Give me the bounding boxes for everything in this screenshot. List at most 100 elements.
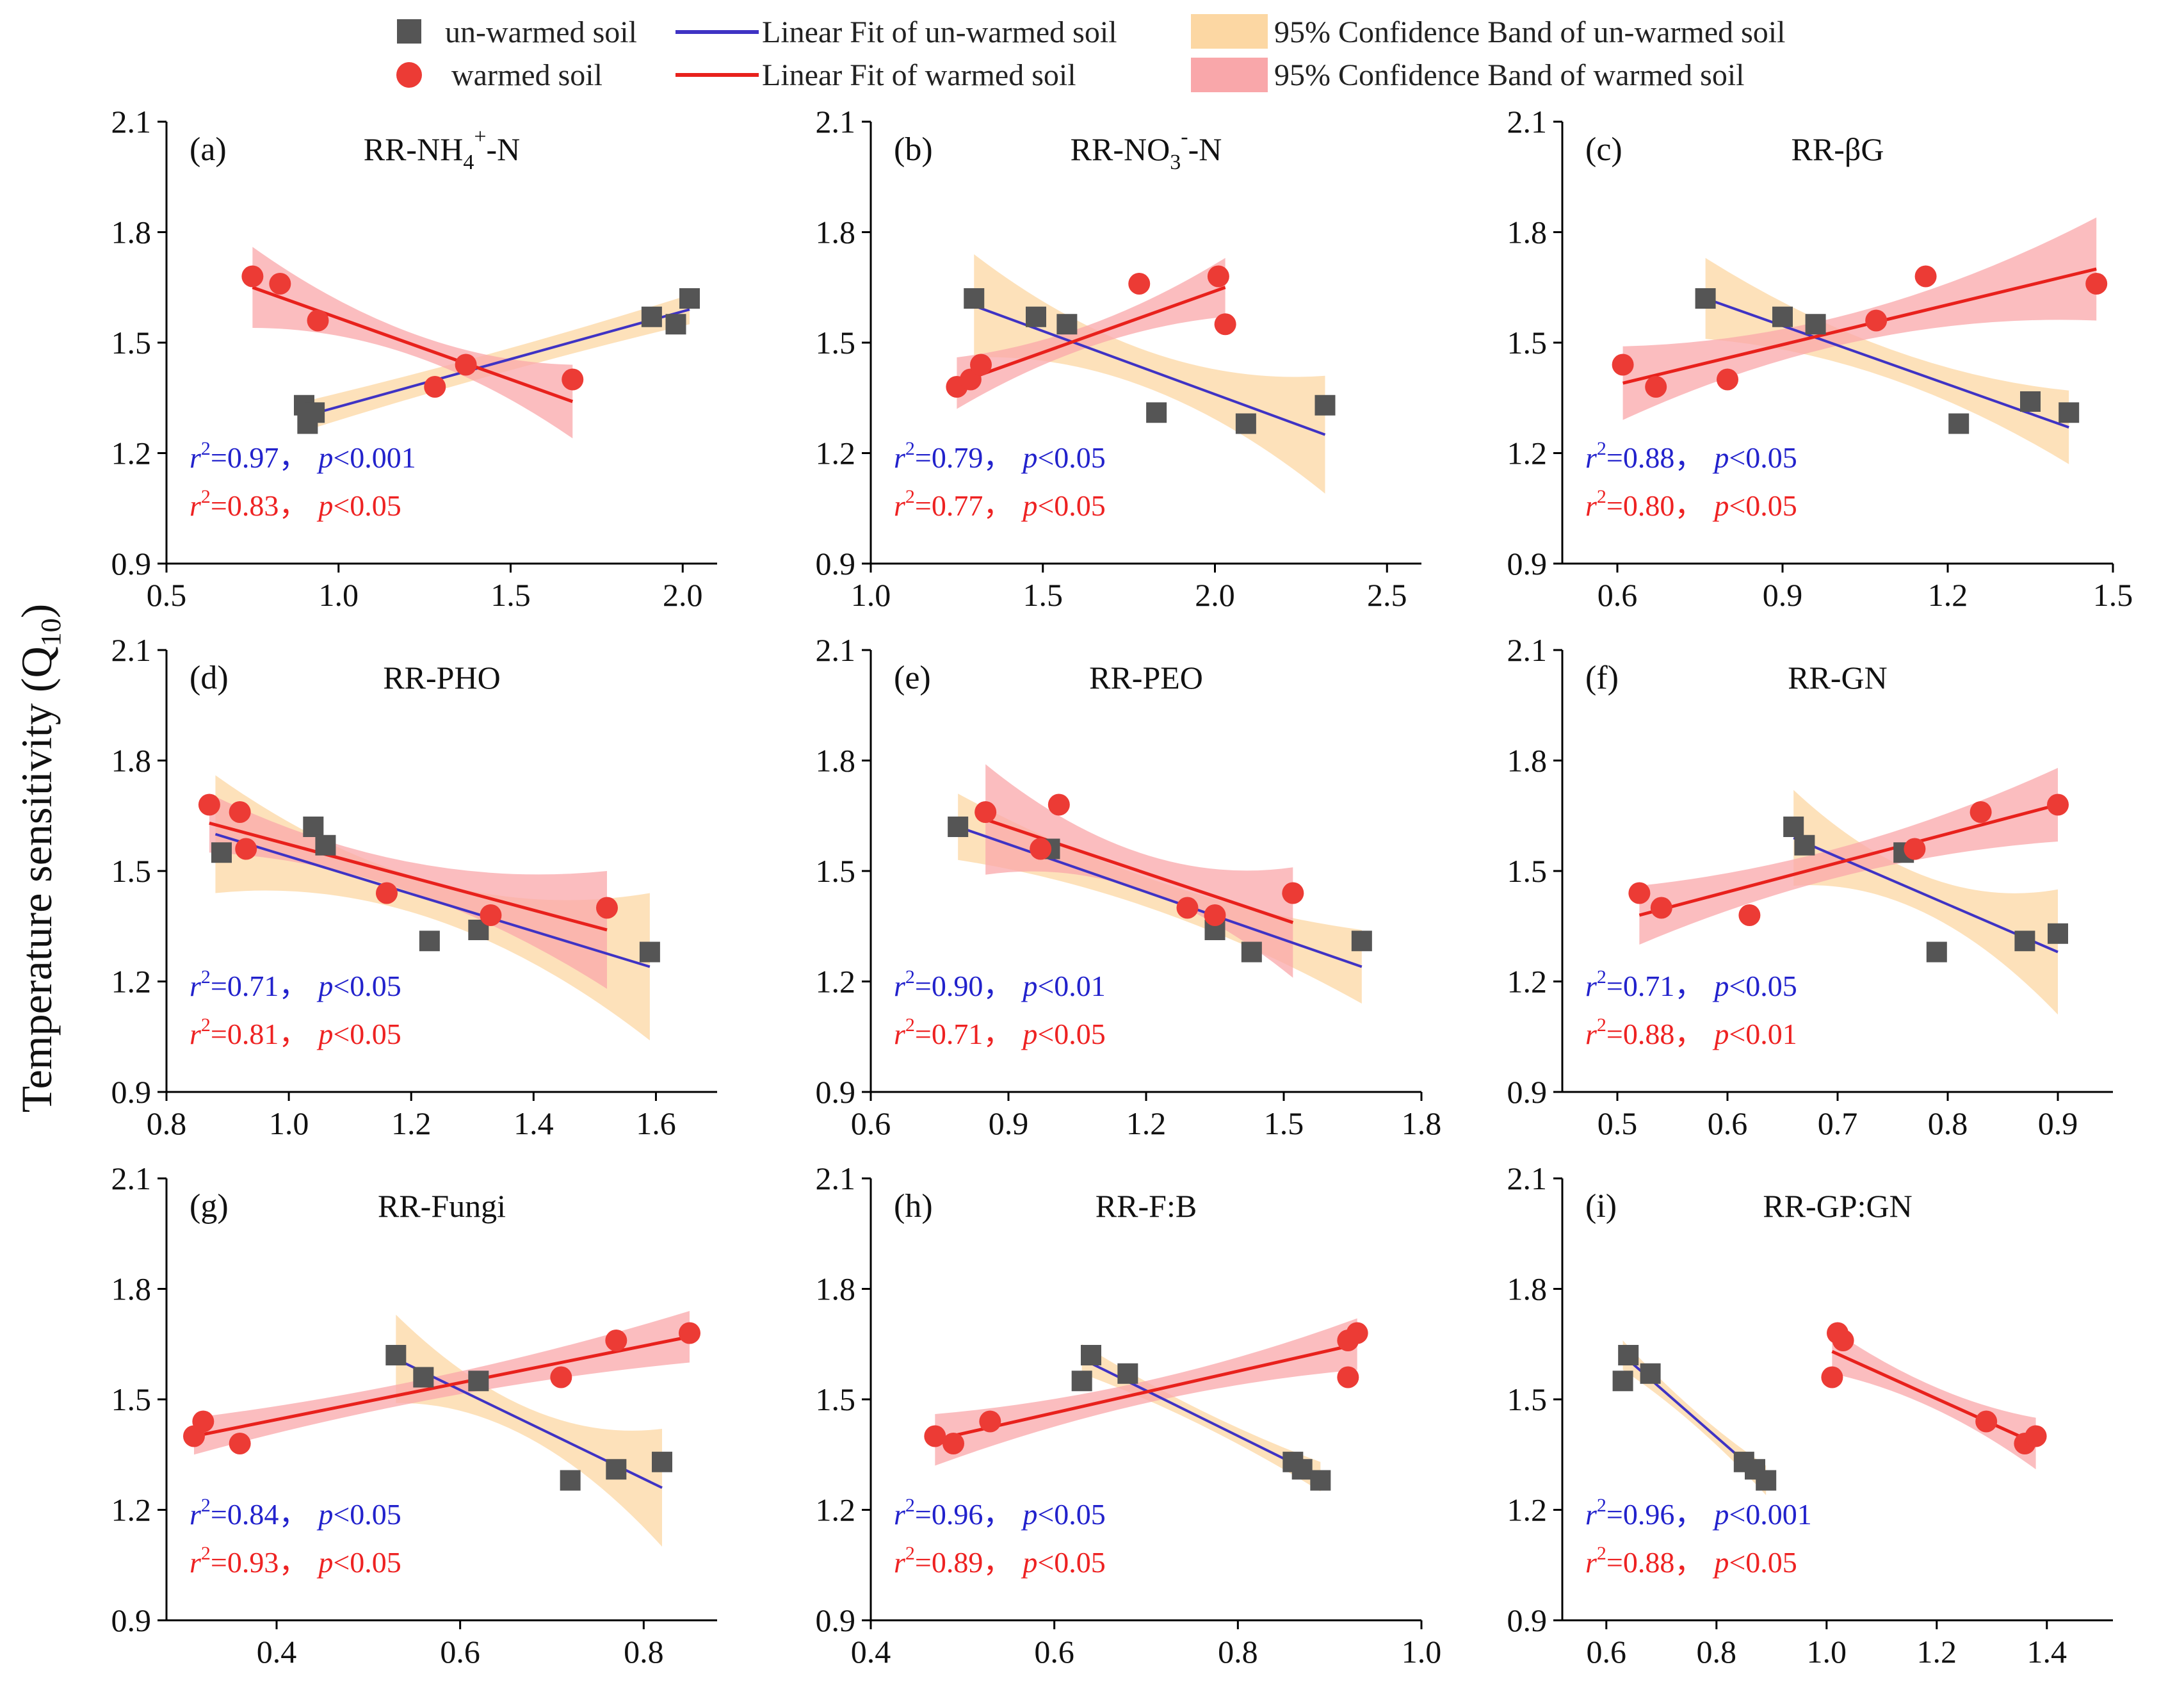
- chart-panel-3: 0.91.21.51.82.10.6 0.9 1.2 1.5(c) RR-βGr2=0.…: [1507, 104, 2133, 613]
- warmed-fit-line: [252, 286, 574, 403]
- warmed-data-point: [605, 1330, 627, 1351]
- p-symbol: p: [316, 1498, 333, 1531]
- r-symbol: r: [894, 441, 906, 474]
- warmed-data-point: [1346, 1322, 1368, 1344]
- p-value: <0.05: [1037, 1018, 1105, 1050]
- warmed-fit-line: [209, 821, 608, 932]
- warmed-data-point: [1207, 265, 1229, 288]
- r-squared-value: =0.84，: [211, 1498, 308, 1531]
- panel-title: RR-PEO: [1089, 660, 1203, 696]
- warmed-data-point: [1645, 376, 1667, 398]
- y-tick-label: 0.9: [1507, 546, 1548, 582]
- y-tick-label: 1.2: [816, 435, 856, 471]
- chart-panel-7: 0.91.21.51.82.10.4 0.6 0.8(g) RR-Fungir2=0.…: [111, 1160, 717, 1670]
- p-value: <0.05: [333, 1546, 401, 1579]
- unwarmed-data-point: [1618, 1345, 1639, 1365]
- warmed-data-point: [1176, 897, 1199, 919]
- warmed-data-point: [975, 801, 997, 823]
- legend-warmed-band-label: 95% Confidence Band of warmed soil: [1274, 58, 1744, 92]
- panel-title: RR-GP:GN: [1763, 1188, 1912, 1224]
- r-squared-value: =0.71，: [915, 1018, 1012, 1050]
- warmed-data-point: [229, 801, 251, 823]
- x-tick-label: 1.2: [1126, 1105, 1167, 1141]
- panel-title: RR-Fungi: [378, 1188, 506, 1224]
- unwarmed-fit-line: [973, 304, 1326, 436]
- x-tick-label: 1.5: [1264, 1105, 1304, 1141]
- unwarmed-data-point: [1310, 1470, 1331, 1491]
- warmed-fit-line: [934, 1342, 1358, 1442]
- warmed-data-point: [241, 265, 264, 288]
- r-squared-exponent: 2: [1597, 966, 1606, 988]
- y-tick-label: 2.1: [111, 632, 152, 668]
- unwarmed-fit-line: [1793, 836, 2059, 954]
- warmed-fit-line: [193, 1335, 690, 1438]
- p-symbol: p: [1021, 970, 1037, 1002]
- legend: un-warmed soil warmed soil Linear Fit of…: [396, 14, 1785, 92]
- chart-panel-8: 0.91.21.51.82.10.4 0.6 0.8 1.0(h) RR-F:Br2=0…: [816, 1160, 1442, 1670]
- warmed-data-point: [2085, 273, 2108, 295]
- p-value: <0.01: [1037, 970, 1105, 1002]
- r-squared-exponent: 2: [201, 1543, 211, 1564]
- warmed-fit-line: [1638, 803, 2059, 917]
- x-tick-label: 1.8: [1402, 1105, 1442, 1141]
- r-squared-exponent: 2: [1597, 1014, 1606, 1036]
- warmed-data-point: [1214, 313, 1236, 336]
- warmed-fit-line: [985, 818, 1294, 924]
- x-tick-label: 1.2: [1917, 1634, 1957, 1670]
- r-squared-exponent: 2: [905, 438, 915, 459]
- r-squared-exponent: 2: [1597, 438, 1606, 459]
- panel-label: (i): [1585, 1188, 1617, 1225]
- unwarmed-data-point: [1612, 1371, 1633, 1392]
- p-value: <0.05: [333, 1018, 401, 1050]
- unwarmed-data-point: [1146, 402, 1167, 423]
- r-squared-value: =0.71，: [1606, 970, 1704, 1002]
- warmed-data-point: [1128, 273, 1151, 295]
- warmed-data-point: [1282, 882, 1304, 904]
- x-tick-label: 1.4: [2027, 1634, 2067, 1670]
- warmed-data-point: [679, 1322, 700, 1344]
- x-tick-label: 2.0: [663, 577, 703, 613]
- p-value: <0.05: [333, 1498, 401, 1531]
- x-tick-label: 0.5: [147, 577, 187, 613]
- legend-unwarmed-point-marker: [397, 19, 421, 44]
- panel-label: (a): [190, 131, 227, 168]
- warmed-data-point: [596, 897, 618, 919]
- r-squared-exponent: 2: [905, 1014, 915, 1036]
- unwarmed-data-point: [639, 941, 660, 963]
- warmed-regression-stats: r2=0.80， p<0.05: [1585, 486, 1797, 522]
- warmed-data-point: [1821, 1366, 1843, 1388]
- warmed-data-point: [424, 376, 446, 398]
- y-tick-label: 1.2: [1507, 1492, 1548, 1528]
- p-value: <0.05: [1037, 441, 1105, 474]
- x-tick-label: 0.8: [624, 1634, 664, 1670]
- x-tick-label: 0.8: [1218, 1634, 1258, 1670]
- p-value: <0.05: [1729, 1546, 1797, 1579]
- r-squared-value: =0.80，: [1606, 489, 1704, 522]
- y-tick-label: 1.5: [1507, 1381, 1548, 1417]
- y-tick-label: 1.5: [1507, 853, 1548, 889]
- r-squared-value: =0.88，: [1606, 1546, 1704, 1579]
- unwarmed-data-point: [1794, 834, 1815, 856]
- p-value: <0.01: [1729, 1018, 1797, 1050]
- panel-label: (c): [1585, 131, 1622, 168]
- warmed-confidence-band: [252, 247, 573, 439]
- chart-panel-6: 0.91.21.51.82.10.5 0.6 0.7 0.8 0.9(f) RR-GNr2…: [1507, 632, 2113, 1141]
- x-tick-label: 0.6: [1034, 1634, 1074, 1670]
- unwarmed-data-point: [1926, 941, 1947, 963]
- p-value: <0.05: [1729, 489, 1797, 522]
- p-value: <0.05: [1037, 489, 1105, 522]
- unwarmed-fit-line: [957, 826, 1363, 968]
- y-tick-label: 0.9: [816, 546, 856, 582]
- y-tick-label: 0.9: [111, 546, 152, 582]
- x-tick-label: 1.4: [514, 1105, 554, 1141]
- warmed-data-point: [235, 838, 257, 860]
- p-symbol: p: [1712, 441, 1729, 474]
- unwarmed-data-point: [679, 288, 700, 309]
- legend-unwarmed-band-label: 95% Confidence Band of un-warmed soil: [1274, 15, 1785, 49]
- unwarmed-data-point: [385, 1345, 407, 1365]
- x-tick-label: 0.9: [2038, 1105, 2078, 1141]
- warmed-data-point: [1337, 1366, 1359, 1388]
- unwarmed-data-point: [211, 842, 232, 863]
- legend-warmed-points-label: warmed soil: [451, 58, 603, 92]
- r-squared-value: =0.81，: [211, 1018, 308, 1050]
